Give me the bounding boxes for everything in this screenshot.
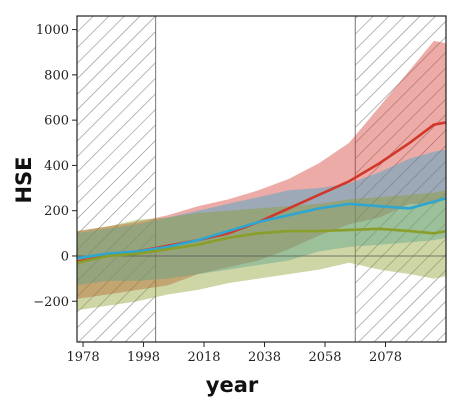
y-tick-label: 800	[44, 68, 69, 83]
y-tick-label: 200	[44, 204, 69, 219]
hatched-region-1	[77, 16, 156, 342]
hatched-region-2	[355, 16, 446, 342]
y-tick-label: 1000	[36, 23, 69, 38]
y-tick-label: 600	[44, 114, 69, 129]
x-tick-label: 2038	[248, 350, 281, 365]
series-2-mean-line	[77, 196, 446, 260]
y-tick-label: 0	[61, 249, 69, 264]
series-3-mean-line	[77, 227, 446, 265]
plot-frame	[76, 15, 447, 343]
x-tick-label: 2078	[369, 350, 402, 365]
x-tick-label: 2018	[187, 350, 220, 365]
y-tick-label: −200	[33, 295, 69, 310]
mean-lines	[77, 121, 446, 265]
x-tick-label: 1978	[67, 350, 100, 365]
x-tick-label: 2058	[308, 350, 341, 365]
x-axis-title: year	[206, 373, 259, 397]
x-tick-label: 1998	[127, 350, 160, 365]
y-tick-label: 400	[44, 159, 69, 174]
series-1-band	[77, 40, 446, 300]
uncertainty-bands	[77, 40, 446, 311]
y-axis-title: HSE	[12, 156, 36, 203]
series-2-band	[77, 149, 446, 286]
x-axis: 1978 1998 2018 2038 2058 2078	[67, 342, 402, 365]
hatched-regions	[77, 16, 446, 342]
y-axis: −200 0 200 400 600 800 1000	[33, 23, 77, 310]
series-3-band	[77, 190, 446, 311]
